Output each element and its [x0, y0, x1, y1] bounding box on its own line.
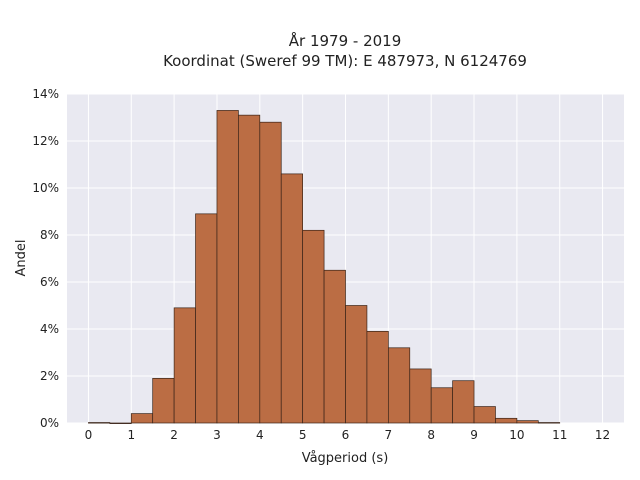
y-tick-label: 0% — [40, 416, 59, 430]
histogram-bar — [88, 422, 111, 424]
x-tick-label: 5 — [299, 428, 307, 442]
chart-title-line2: Koordinat (Sweref 99 TM): E 487973, N 61… — [163, 52, 527, 70]
x-tick-label: 8 — [427, 428, 435, 442]
x-tick-label: 1 — [127, 428, 135, 442]
y-tick-label: 12% — [32, 134, 59, 148]
histogram-bar — [302, 229, 325, 424]
y-tick-label: 8% — [40, 228, 59, 242]
histogram-bar — [452, 380, 475, 424]
histogram-bar — [195, 213, 218, 424]
x-tick-label: 3 — [213, 428, 221, 442]
bars — [88, 110, 561, 424]
x-tick-label: 10 — [509, 428, 524, 442]
x-tick-label: 4 — [256, 428, 264, 442]
histogram-bar — [430, 387, 453, 424]
histogram-bar — [152, 378, 175, 424]
histogram-bar — [387, 347, 411, 424]
y-ticks: 0% 2% 4% 6% 8% 10% 12% 14% — [32, 87, 59, 430]
histogram-bar — [280, 173, 304, 424]
histogram-bar — [516, 420, 539, 424]
x-ticks: 0 1 2 3 4 5 6 7 8 9 10 11 12 — [85, 428, 611, 442]
y-tick-label: 6% — [40, 275, 59, 289]
histogram-bar — [323, 269, 346, 424]
histogram-bar — [130, 413, 154, 424]
y-tick-label: 14% — [32, 87, 59, 101]
histogram-bar — [173, 307, 196, 424]
histogram-bar — [473, 406, 496, 424]
histogram-bar — [366, 331, 389, 424]
chart-title-line1: År 1979 - 2019 — [289, 31, 402, 50]
histogram-bar — [238, 114, 261, 424]
x-tick-label: 7 — [385, 428, 393, 442]
histogram-bar — [409, 368, 432, 424]
histogram-bar — [345, 305, 368, 424]
histogram-bar — [216, 110, 239, 424]
y-tick-label: 4% — [40, 322, 59, 336]
x-tick-label: 2 — [170, 428, 178, 442]
x-tick-label: 0 — [85, 428, 93, 442]
x-tick-label: 12 — [595, 428, 610, 442]
histogram-bar — [109, 422, 132, 424]
x-tick-label: 11 — [552, 428, 567, 442]
y-tick-label: 10% — [32, 181, 59, 195]
x-tick-label: 9 — [470, 428, 478, 442]
histogram-bar — [495, 417, 518, 424]
y-axis-label: Andel — [14, 240, 29, 277]
x-tick-label: 6 — [342, 428, 350, 442]
x-axis-label: Vågperiod (s) — [302, 451, 389, 466]
histogram-bar — [537, 422, 561, 424]
y-tick-label: 2% — [40, 369, 59, 383]
histogram-bar — [259, 121, 282, 424]
